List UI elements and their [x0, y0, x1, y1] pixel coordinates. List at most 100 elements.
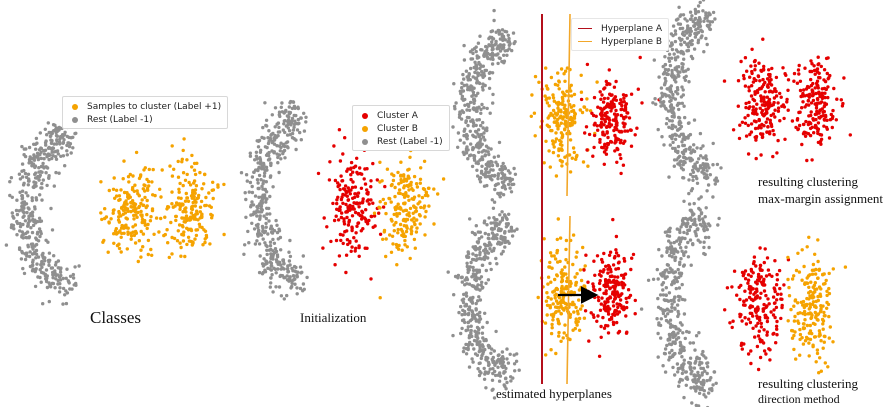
scatter-point — [127, 180, 131, 184]
scatter-point — [614, 267, 618, 271]
scatter-point — [282, 122, 286, 126]
scatter-point — [470, 300, 474, 304]
scatter-point — [39, 219, 44, 223]
scatter-point — [341, 201, 345, 205]
scatter-point — [546, 87, 550, 91]
scatter-point — [354, 239, 358, 243]
scatter-point — [557, 334, 561, 338]
scatter-point — [667, 246, 671, 251]
scatter-point — [191, 213, 195, 218]
scatter-point — [181, 239, 186, 243]
scatter-point — [268, 240, 273, 244]
scatter-point — [671, 106, 676, 110]
scatter-point — [611, 322, 616, 327]
scatter-point — [556, 217, 560, 221]
scatter-point — [372, 214, 377, 218]
scatter-point — [513, 172, 518, 176]
scatter-point — [345, 194, 349, 198]
scatter-point — [478, 250, 482, 255]
scatter-point — [460, 109, 464, 113]
scatter-point — [551, 113, 555, 118]
scatter-point — [569, 83, 573, 88]
scatter-point — [467, 282, 472, 286]
scatter-point — [559, 339, 563, 343]
scatter-point — [502, 59, 507, 63]
scatter-point — [202, 182, 206, 186]
scatter-point — [119, 235, 123, 239]
scatter-point — [773, 315, 777, 320]
scatter-point — [480, 263, 485, 267]
scatter-point — [279, 105, 283, 110]
scatter-point — [186, 227, 191, 231]
scatter-point — [387, 196, 391, 201]
scatter-point — [624, 296, 628, 301]
scatter-point — [143, 195, 147, 200]
scatter-point — [764, 107, 768, 112]
scatter-point — [350, 185, 355, 190]
scatter-point — [503, 230, 507, 234]
scatter-point — [624, 93, 628, 98]
scatter-point — [811, 92, 816, 97]
scatter-point — [346, 223, 351, 227]
scatter-point — [676, 370, 680, 374]
scatter-point — [476, 91, 480, 96]
scatter-point — [490, 198, 494, 202]
scatter-point — [45, 133, 49, 137]
scatter-point — [668, 355, 672, 359]
scatter-point — [480, 280, 484, 284]
scatter-point — [23, 171, 28, 176]
scatter-point — [298, 286, 303, 291]
scatter-point — [136, 192, 140, 196]
scatter-point — [775, 298, 779, 302]
scatter-point — [103, 216, 107, 221]
scatter-point — [609, 109, 613, 113]
scatter-point — [685, 19, 689, 23]
scatter-point — [797, 123, 802, 128]
scatter-point — [258, 156, 262, 160]
scatter-point — [141, 245, 145, 249]
scatter-point — [665, 116, 669, 121]
scatter-point — [61, 141, 65, 145]
scatter-point — [661, 364, 665, 368]
scatter-point — [470, 48, 475, 52]
scatter-point — [465, 108, 469, 112]
scatter-point — [676, 88, 680, 92]
scatter-point — [482, 71, 486, 76]
scatter-point — [678, 14, 682, 18]
scatter-point — [752, 255, 757, 259]
scatter-point — [210, 216, 214, 220]
scatter-point — [50, 228, 55, 232]
scatter-point — [545, 96, 549, 101]
scatter-point — [746, 352, 751, 356]
scatter-point — [283, 110, 287, 114]
scatter-point — [551, 93, 555, 97]
scatter-point — [271, 237, 275, 242]
scatter-point — [466, 76, 471, 81]
scatter-point — [484, 268, 488, 273]
scatter-point — [27, 254, 32, 259]
scatter-point — [657, 247, 661, 252]
scatter-point — [20, 235, 24, 239]
scatter-point — [475, 168, 479, 172]
scatter-point — [545, 303, 550, 307]
scatter-point — [470, 317, 474, 322]
scatter-point — [352, 195, 357, 200]
scatter-point — [611, 304, 616, 308]
scatter-point — [765, 330, 769, 334]
scatter-point — [767, 72, 771, 77]
scatter-point — [769, 310, 773, 314]
scatter-point — [27, 235, 32, 239]
scatter-point — [697, 331, 701, 335]
scatter-point — [701, 217, 705, 221]
scatter-point — [476, 174, 480, 178]
scatter-point — [766, 125, 770, 129]
scatter-point — [663, 269, 667, 273]
scatter-point — [467, 108, 472, 113]
scatter-point — [600, 113, 604, 117]
scatter-point — [404, 192, 408, 196]
scatter-point — [69, 151, 73, 155]
scatter-point — [827, 291, 832, 296]
scatter-point — [670, 119, 674, 123]
scatter-point — [589, 311, 593, 315]
scatter-point — [704, 176, 709, 181]
